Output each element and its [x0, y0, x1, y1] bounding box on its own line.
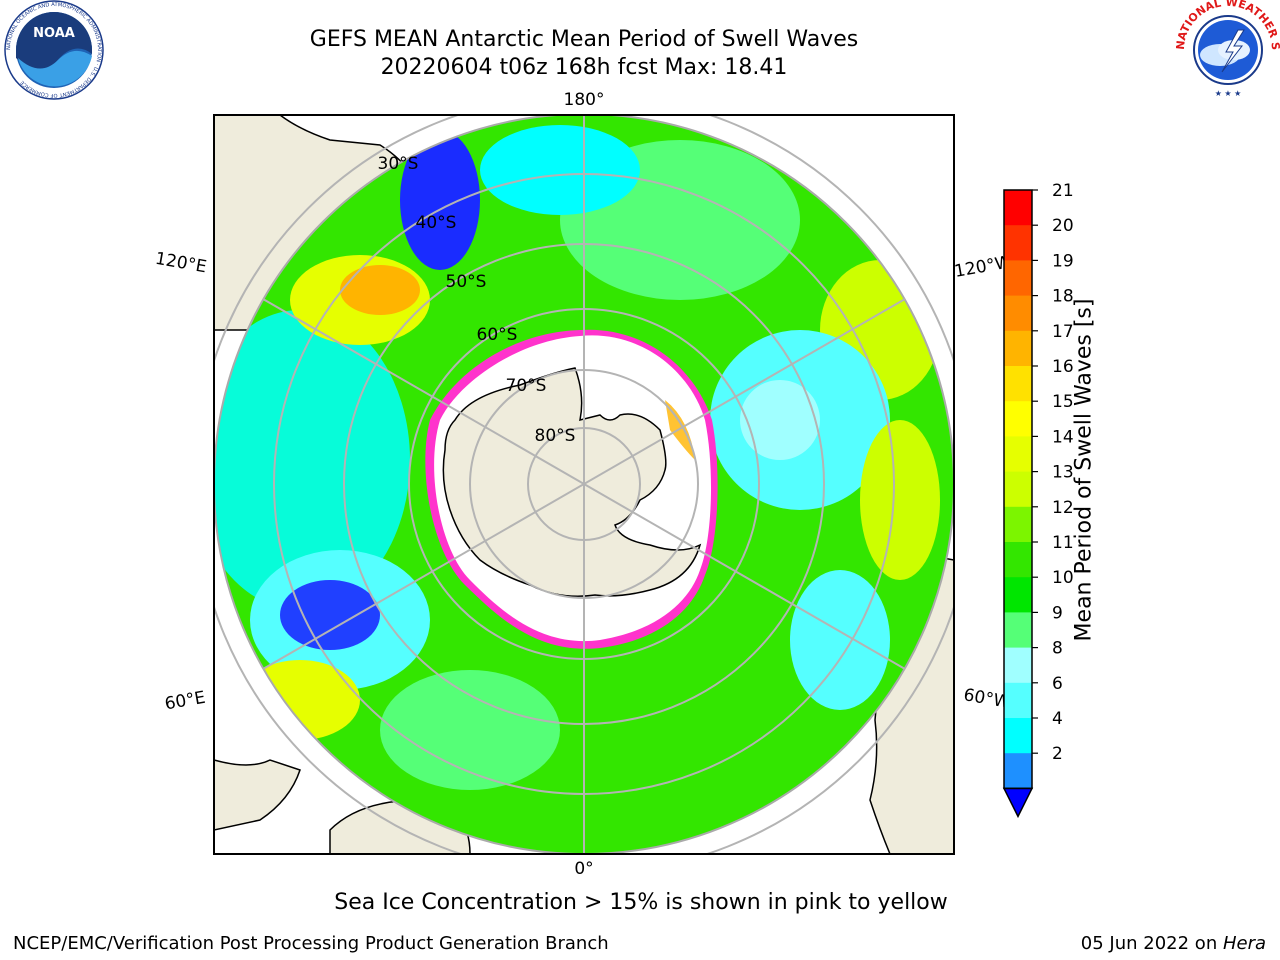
- colorbar-tick-label: 4: [1052, 709, 1063, 729]
- latitude-label-30s: 30°S: [378, 154, 419, 174]
- graticule: [214, 115, 954, 854]
- colorbar-tick-label: 21: [1052, 181, 1074, 201]
- colorbar-tick-label: 18: [1052, 287, 1074, 307]
- latitude-label-40s: 40°S: [416, 213, 457, 233]
- colorbar-extend-arrow: [1002, 787, 1034, 819]
- colorbar-segment: [1004, 436, 1032, 473]
- land-antarctica: [442, 367, 702, 597]
- colorbar-tick-label: 9: [1052, 603, 1063, 623]
- map-frame: [213, 114, 955, 855]
- colorbar-segment: [1004, 225, 1032, 261]
- colorbar-segment: [1004, 577, 1032, 613]
- footer-host: Hera: [1222, 933, 1266, 954]
- colorbar-tick-label: 6: [1052, 674, 1063, 694]
- colorbar-segment: [1004, 190, 1032, 226]
- colorbar-segment: [1004, 542, 1032, 578]
- footer-date-text: 05 Jun 2022 on: [1080, 933, 1223, 954]
- colorbar-tick-label: 10: [1052, 568, 1074, 588]
- colorbar-tick-label: 14: [1052, 427, 1074, 447]
- svg-text:★ ★ ★: ★ ★ ★: [1215, 89, 1242, 98]
- footer-date: 05 Jun 2022 on Hera: [1081, 933, 1266, 954]
- colorbar: 21 20 19 18 17 16 15 14 13 12 11 10 9 8 6 4 2: [1002, 181, 1074, 819]
- noaa-logo-text: NOAA: [33, 26, 75, 41]
- latitude-label-60s: 60°S: [477, 325, 518, 345]
- colorbar-tick-label: 2: [1052, 744, 1063, 764]
- nws-logo: NATIONAL WEATHER SERVICE ★ ★ ★: [1176, 0, 1280, 98]
- colorbar-tick-label: 17: [1052, 322, 1074, 342]
- colorbar-segment: [1004, 682, 1032, 719]
- colorbar-segment: [1004, 647, 1032, 684]
- chart-title: GEFS MEAN Antarctic Mean Period of Swell…: [309, 27, 859, 52]
- chart-subtitle: 20220604 t06z 168h fcst Max: 18.41: [380, 55, 788, 80]
- colorbar-segment: [1004, 753, 1032, 789]
- footer-branch: NCEP/EMC/Verification Post Processing Pr…: [13, 933, 609, 954]
- latitude-label-80s: 80°S: [535, 426, 576, 446]
- colorbar-tick-label: 16: [1052, 357, 1074, 377]
- colorbar-segment: [1004, 366, 1032, 402]
- colorbar-segment: [1004, 612, 1032, 649]
- colorbar-segment: [1004, 471, 1032, 508]
- colorbar-segment: [1004, 401, 1032, 437]
- colorbar-segment: [1004, 330, 1032, 367]
- latitude-label-70s: 70°S: [506, 376, 547, 396]
- meridian-label-60e: 60°E: [163, 688, 207, 715]
- sea-ice-caption: Sea Ice Concentration > 15% is shown in …: [334, 890, 948, 915]
- colorbar-segment: [1004, 506, 1032, 543]
- colorbar-tick-label: 19: [1052, 251, 1074, 271]
- colorbar-tick-label: 12: [1052, 498, 1074, 518]
- colorbar-label: Mean Period of Swell Waves [s]: [1071, 298, 1097, 642]
- colorbar-segment: [1004, 260, 1032, 297]
- colorbar-tick-label: 11: [1052, 533, 1074, 553]
- meridian-label-120e: 120°E: [154, 249, 208, 278]
- noaa-logo: NOAA NATIONAL OCEANIC AND ATMOSPHERIC AD…: [4, 0, 104, 100]
- colorbar-tick-label: 8: [1052, 639, 1063, 659]
- colorbar-tick-label: 13: [1052, 463, 1074, 483]
- colorbar-tick-label: 20: [1052, 216, 1074, 236]
- meridian-label-0: 0°: [574, 859, 593, 879]
- latitude-label-50s: 50°S: [446, 272, 487, 292]
- colorbar-segment: [1004, 295, 1032, 332]
- land-africa: [214, 759, 301, 831]
- colorbar-segment: [1004, 718, 1032, 754]
- colorbar-tick-label: 15: [1052, 392, 1074, 412]
- meridian-label-180: 180°: [564, 90, 605, 110]
- colorbar-frame: [1003, 189, 1033, 790]
